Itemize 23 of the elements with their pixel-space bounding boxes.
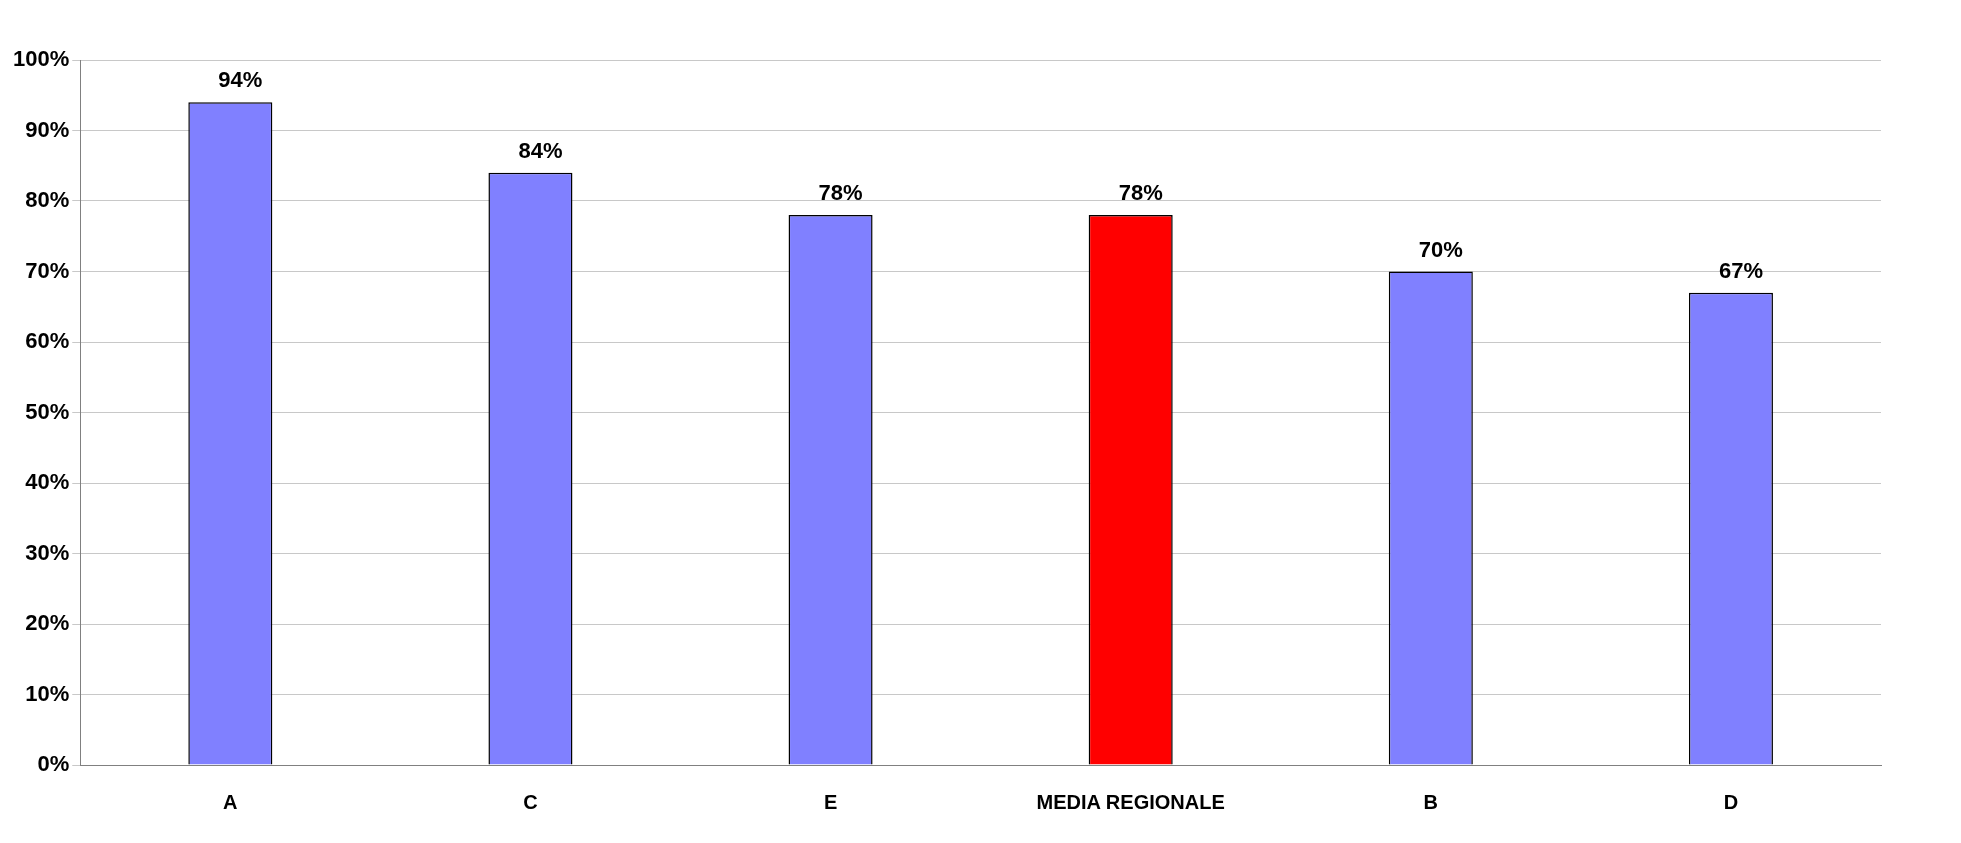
y-tick-label: 60% xyxy=(25,328,70,354)
y-tick-label: 50% xyxy=(25,398,70,424)
y-tick-label: 40% xyxy=(25,469,70,495)
y-tick-label: 100% xyxy=(12,46,70,72)
y-tick-label: 80% xyxy=(25,187,70,213)
data-label: 78% xyxy=(1118,180,1163,206)
data-label: 70% xyxy=(1418,236,1463,262)
y-tick-label: 20% xyxy=(25,610,70,636)
x-tick-label: B xyxy=(1423,790,1439,813)
data-label: 84% xyxy=(518,137,563,163)
y-tick-label: 90% xyxy=(25,116,70,142)
x-tick-label: C xyxy=(523,790,538,813)
data-label: 67% xyxy=(1718,257,1763,283)
x-tick-label: E xyxy=(823,790,838,813)
y-tick-label: 30% xyxy=(25,539,70,565)
data-label: 94% xyxy=(218,67,263,93)
data-label: 78% xyxy=(818,180,863,206)
x-tick-label: D xyxy=(1723,790,1739,813)
y-tick-label: 0% xyxy=(37,751,70,777)
y-tick-label: 10% xyxy=(25,680,70,706)
x-tick-label: A xyxy=(223,790,238,813)
y-tick-label: 70% xyxy=(25,257,70,283)
x-tick-label: MEDIA REGIONALE xyxy=(1036,790,1225,813)
